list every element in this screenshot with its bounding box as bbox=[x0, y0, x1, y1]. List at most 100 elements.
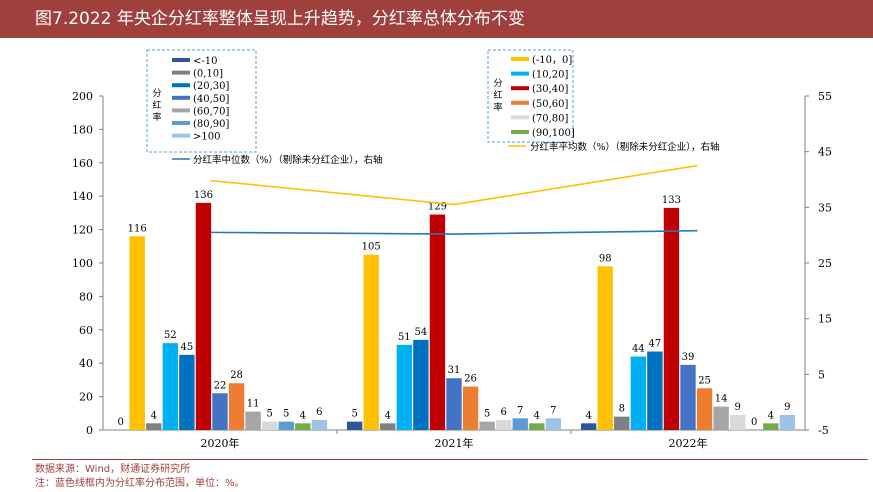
legend-swatch bbox=[511, 71, 529, 76]
unit-note: 注：蓝色线框内为分红率分布范围，单位：%。 bbox=[35, 478, 245, 489]
x-tick-label: 2021年 bbox=[435, 436, 474, 450]
legend-swatch bbox=[172, 83, 190, 88]
bar bbox=[179, 354, 195, 430]
bar bbox=[763, 423, 779, 430]
bar-value-label: 4 bbox=[300, 410, 306, 421]
bar bbox=[295, 423, 311, 430]
bar bbox=[413, 339, 429, 430]
bar bbox=[545, 418, 562, 430]
legend-label: (40,50] bbox=[193, 94, 230, 105]
bar-value-label: 47 bbox=[649, 339, 662, 350]
bar-value-label: 7 bbox=[517, 405, 523, 416]
bar bbox=[278, 421, 294, 430]
legend-line-label: 分红率平均数（%）（剔除未分红企业），右轴 bbox=[530, 141, 720, 153]
bar bbox=[446, 378, 462, 430]
bar-value-label: 25 bbox=[698, 375, 711, 386]
bar-value-label: 4 bbox=[385, 410, 391, 421]
bar-value-label: 52 bbox=[164, 330, 177, 341]
bar bbox=[479, 421, 495, 430]
y-tick-label: 180 bbox=[72, 123, 93, 136]
axes: 020406080100120140160180200-551525354555… bbox=[72, 90, 832, 450]
legend-label: <-10 bbox=[193, 56, 217, 67]
y2-tick-label: 45 bbox=[818, 146, 832, 159]
y2-tick-label: 55 bbox=[818, 90, 832, 103]
bar-value-label: 116 bbox=[128, 223, 147, 234]
bar-value-label: 5 bbox=[266, 409, 272, 420]
legend-label: >100 bbox=[193, 132, 220, 143]
y-tick-label: 0 bbox=[86, 424, 93, 437]
y-tick-label: 120 bbox=[72, 224, 93, 237]
bar bbox=[462, 386, 479, 430]
bar-value-label: 129 bbox=[428, 202, 447, 213]
bar bbox=[363, 254, 379, 430]
bar bbox=[129, 236, 145, 430]
lines bbox=[210, 164, 698, 235]
bar-value-label: 0 bbox=[117, 417, 123, 428]
legend-box-left bbox=[146, 49, 257, 153]
legends: 分红率<-10(0,10](20,30](40,50](60,70](80,90… bbox=[146, 49, 720, 166]
source-note: 数据来源：Wind，财通证券研究所 bbox=[35, 464, 191, 475]
bar bbox=[245, 411, 261, 430]
legend-swatch bbox=[511, 100, 529, 105]
y-tick-label: 40 bbox=[79, 357, 93, 370]
legend-label: (20,30] bbox=[193, 81, 230, 92]
y-tick-label: 60 bbox=[79, 324, 93, 337]
bar bbox=[730, 414, 746, 430]
bar bbox=[663, 207, 680, 430]
bar-value-label: 5 bbox=[484, 409, 490, 420]
bar bbox=[779, 414, 796, 430]
bar-value-label: 4 bbox=[534, 410, 540, 421]
bar-value-label: 6 bbox=[500, 407, 506, 418]
legend-label: (0,10] bbox=[193, 69, 223, 80]
legend-label: (60,70] bbox=[193, 106, 230, 117]
y-tick-label: 100 bbox=[72, 257, 93, 270]
y-tick-label: 160 bbox=[72, 157, 93, 170]
y-tick-label: 80 bbox=[79, 290, 93, 303]
line-series bbox=[210, 164, 698, 206]
legend-box-label-char: 率 bbox=[493, 101, 502, 113]
y2-tick-label: 35 bbox=[818, 201, 832, 214]
x-tick-label: 2020年 bbox=[201, 436, 240, 450]
bar bbox=[696, 388, 713, 430]
bar bbox=[512, 418, 528, 430]
legend-swatch bbox=[172, 121, 190, 125]
bar-value-label: 11 bbox=[247, 399, 260, 410]
bar-value-label: 4 bbox=[768, 410, 774, 421]
bar bbox=[346, 421, 363, 430]
bar-value-label: 54 bbox=[415, 327, 428, 338]
bar-value-label: 6 bbox=[316, 407, 322, 418]
bar-value-label: 4 bbox=[151, 410, 157, 421]
bar bbox=[162, 343, 178, 430]
bar-value-label: 98 bbox=[599, 253, 612, 264]
legend-label: (10,20] bbox=[532, 70, 569, 81]
bar-value-label: 9 bbox=[784, 402, 790, 413]
y2-tick-label: 15 bbox=[818, 313, 832, 326]
legend-box-label-char: 红 bbox=[152, 99, 161, 111]
bar bbox=[496, 419, 512, 430]
bar-value-label: 5 bbox=[283, 409, 289, 420]
legend-swatch bbox=[172, 133, 190, 138]
bar bbox=[614, 416, 630, 430]
bar-value-label: 8 bbox=[619, 404, 625, 415]
y-tick-label: 20 bbox=[79, 391, 93, 404]
bar-value-label: 133 bbox=[662, 195, 681, 206]
bar bbox=[228, 383, 245, 430]
legend-swatch bbox=[511, 115, 529, 120]
bar bbox=[212, 393, 228, 430]
legend-label: (30,40] bbox=[532, 84, 569, 95]
y-tick-label: 140 bbox=[72, 190, 93, 203]
legend-label: (80,90] bbox=[193, 119, 230, 130]
bar bbox=[380, 423, 396, 430]
bar-value-label: 22 bbox=[214, 380, 227, 391]
legend-label: (70,80] bbox=[532, 113, 569, 124]
chart-title: 图7.2022 年央企分红率整体呈现上升趋势，分红率总体分布不变 bbox=[35, 9, 525, 29]
bar bbox=[580, 423, 597, 430]
legend-line-label: 分红率中位数（%）（剔除未分红企业），右轴 bbox=[193, 154, 383, 166]
bar bbox=[396, 344, 412, 430]
y2-tick-label: -5 bbox=[818, 424, 829, 437]
bar bbox=[195, 202, 212, 430]
title-bar: 图7.2022 年央企分红率整体呈现上升趋势，分红率总体分布不变 bbox=[0, 0, 873, 38]
bar bbox=[146, 423, 162, 430]
